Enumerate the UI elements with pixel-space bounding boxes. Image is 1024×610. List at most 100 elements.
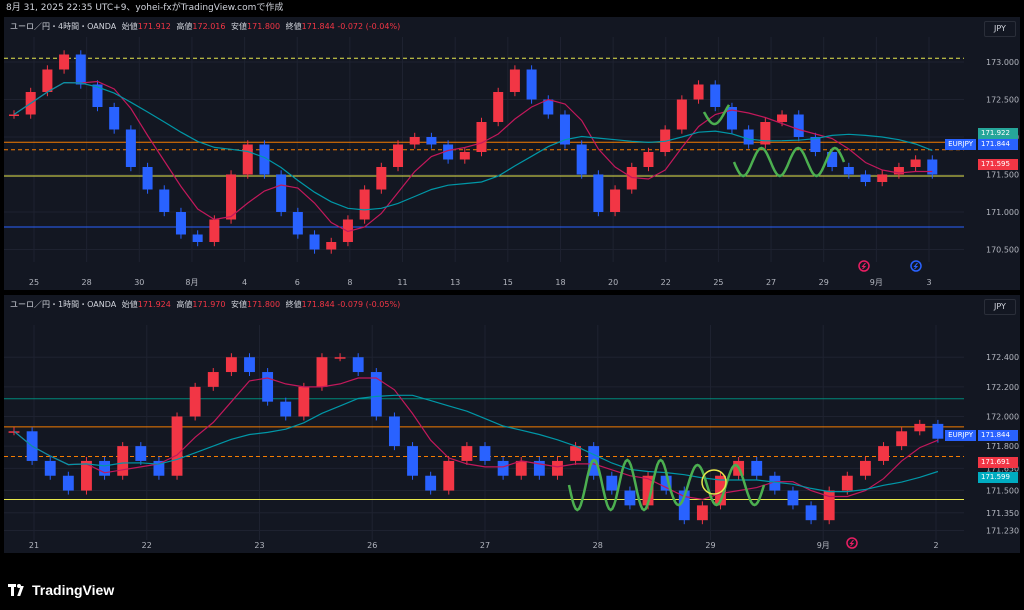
event-lightning-icon (858, 260, 870, 272)
x-tick-label: 15 (503, 278, 513, 287)
price-tag-teal: 171.599 (978, 472, 1018, 483)
x-tick-label: 3 (926, 278, 931, 287)
candle-body (914, 423, 926, 432)
x-tick-label: 18 (555, 278, 565, 287)
candle-body (207, 372, 219, 387)
y-tick-label: 172.500 (986, 96, 1019, 105)
y-tick-label: 171.230 (986, 527, 1019, 536)
x-tick-label: 8月 (185, 278, 198, 287)
candle-body (342, 219, 353, 242)
candle-body (787, 490, 799, 506)
candle-body (533, 460, 545, 476)
high-value: 172.016 (192, 22, 226, 31)
candle-body (409, 137, 420, 145)
candle-body (59, 54, 70, 70)
candle-body (298, 386, 310, 417)
candle-body (509, 69, 520, 92)
close-value: 171.844 (301, 300, 335, 309)
candle-body (42, 69, 53, 92)
candle-body (643, 152, 654, 167)
candle-body (44, 460, 56, 476)
x-tick-label: 26 (367, 541, 377, 550)
candle-body (726, 107, 737, 130)
event-lightning-icon-glyph (849, 539, 855, 547)
highlight-circle (701, 469, 727, 495)
candle-body (461, 446, 473, 461)
x-tick-label: 20 (608, 278, 618, 287)
x-tick-label: 13 (450, 278, 460, 287)
price-tag-current: 171.844 (978, 139, 1018, 150)
candle-body (359, 189, 370, 220)
candle-body (244, 357, 255, 373)
candle-body (676, 99, 687, 130)
x-tick-label: 29 (705, 541, 715, 550)
candle-body (715, 475, 726, 506)
y-tick-label: 172.400 (986, 353, 1019, 362)
candle-body (696, 505, 708, 521)
candle-body (99, 460, 111, 476)
candle-body (443, 144, 454, 160)
candle-body (425, 475, 437, 491)
y-tick-label: 171.000 (986, 208, 1019, 217)
x-tick-label: 22 (142, 541, 152, 550)
y-tick-label: 172.200 (986, 383, 1019, 392)
candle-body (388, 416, 400, 447)
tradingview-logo: TradingView (8, 582, 114, 598)
candle-body (693, 84, 704, 100)
candle-body (407, 446, 418, 476)
currency-button[interactable]: JPY (984, 21, 1016, 37)
wave-annotation (567, 458, 671, 512)
price-tag-red: 171.691 (978, 457, 1018, 468)
candle-body (226, 174, 237, 220)
x-tick-label: 4 (242, 278, 247, 287)
price-tag-current: 171.844 (978, 430, 1018, 441)
chart-pane-1h[interactable]: ユーロ／円・1時間・OANDA 始値171.924 高値171.970 安値17… (4, 295, 1020, 553)
chart-canvas-1h[interactable]: 172.400172.200172.000171.800171.650171.5… (4, 295, 1020, 553)
candle-body (135, 446, 147, 461)
candle-body (352, 357, 364, 373)
candle-body (515, 460, 527, 476)
candle-body (459, 152, 470, 160)
candle-body (426, 137, 437, 145)
y-tick-label: 172.000 (986, 412, 1019, 421)
event-lightning-icon (846, 537, 858, 549)
x-tick-label: 9月 (870, 278, 883, 287)
candle-body (932, 423, 944, 439)
x-tick-label: 2 (933, 541, 938, 550)
chart-canvas-4h[interactable]: 173.000172.500172.000171.500171.000170.5… (4, 17, 1020, 290)
candle-body (159, 189, 170, 212)
x-tick-label: 11 (397, 278, 407, 287)
low-value: 171.800 (247, 300, 281, 309)
candle-body (276, 174, 287, 212)
high-value: 171.970 (192, 300, 226, 309)
moving-average-long (13, 81, 933, 211)
candle-body (262, 372, 274, 402)
candle-body (443, 460, 455, 491)
wave-annotation (732, 146, 846, 178)
candle-body (678, 490, 690, 521)
moving-average-short (13, 80, 933, 233)
x-tick-label: 28 (82, 278, 92, 287)
candle-body (823, 490, 835, 521)
candle-body (859, 460, 871, 476)
candle-body (910, 159, 921, 167)
change-value: -0.072 (-0.04%) (337, 22, 401, 31)
x-tick-label: 22 (661, 278, 671, 287)
event-lightning-icon-glyph (861, 262, 867, 270)
low-value: 171.800 (247, 22, 281, 31)
wave-annotation (667, 463, 766, 507)
chart-pane-4h[interactable]: ユーロ／円・4時間・OANDA 始値171.912 高値172.016 安値17… (4, 17, 1020, 290)
candle-body (606, 475, 618, 491)
y-tick-label: 171.350 (986, 509, 1019, 518)
candle-body (225, 357, 237, 373)
candle-body (209, 219, 220, 242)
currency-button[interactable]: JPY (984, 299, 1016, 315)
candle-body (559, 114, 570, 145)
candle-body (760, 122, 771, 145)
candle-body (526, 69, 537, 100)
legend-title: ユーロ／円・1時間・OANDA (10, 300, 117, 309)
moving-average-short (13, 377, 939, 501)
x-tick-label: 21 (29, 541, 39, 550)
candle-body (142, 167, 153, 190)
candle-body (624, 490, 636, 506)
